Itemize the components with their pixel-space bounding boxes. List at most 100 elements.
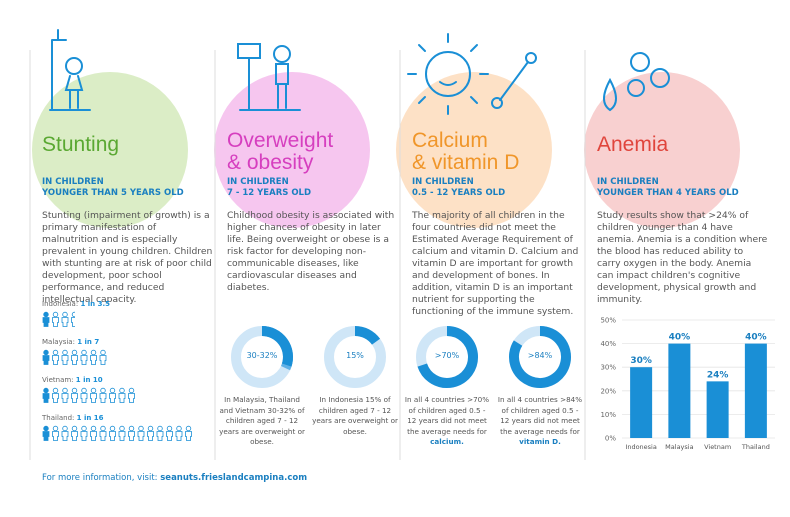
ratio-label: Malaysia: 1 in 7	[42, 338, 99, 346]
caption-emphasis: vitamin D.	[519, 437, 561, 446]
figure-head	[90, 387, 97, 394]
figure-head	[52, 349, 59, 356]
figure-body	[71, 355, 78, 365]
column-body: Study results show that >24% of children…	[597, 210, 768, 305]
donut-label: 15%	[346, 351, 364, 360]
figure-body	[137, 431, 145, 441]
column-subtitle: IN CHILDREN	[227, 177, 289, 187]
figure-body	[61, 393, 69, 403]
figure-body	[71, 431, 78, 441]
figure-body	[128, 431, 135, 441]
column-subtitle: IN CHILDREN	[42, 177, 104, 187]
figure-head	[62, 311, 68, 318]
figure-head	[109, 425, 116, 432]
caption-text: In Indonesia 15% of children aged 7 - 12…	[312, 395, 398, 436]
figure-head	[100, 425, 106, 432]
column-subtitle: 7 - 12 YEARS OLD	[227, 188, 312, 198]
y-tick-label: 40%	[600, 340, 616, 348]
y-tick-label: 0%	[605, 435, 616, 443]
figure-head	[43, 311, 49, 318]
figure-body	[71, 317, 75, 327]
y-tick-label: 50%	[600, 317, 616, 325]
partial-figure	[71, 311, 75, 327]
column-title: Anemia	[597, 133, 669, 156]
figure-body	[61, 317, 69, 327]
figure-body	[156, 431, 164, 441]
figure-head	[71, 311, 75, 318]
column-body: The majority of all children in the four…	[412, 210, 579, 317]
figure-head	[119, 387, 125, 394]
figure-body	[109, 393, 116, 403]
column-subtitle: IN CHILDREN	[412, 177, 474, 187]
x-tick-label: Malaysia	[665, 443, 693, 451]
figure-body	[147, 431, 154, 441]
footer-link[interactable]: seanuts.frieslandcampina.com	[160, 473, 308, 483]
caption-text: In Malaysia, Thailand and Vietnam 30-32%…	[219, 395, 305, 446]
column-title: Calcium	[412, 129, 488, 152]
x-tick-label: Thailand	[741, 443, 770, 451]
figure-head	[43, 425, 49, 432]
ratio-country: Vietnam:	[42, 376, 74, 384]
column-body: Stunting (impairment of growth) is a pri…	[42, 210, 213, 305]
figure-head	[62, 425, 68, 432]
caption-emphasis: calcium.	[430, 437, 464, 446]
figure-body	[52, 431, 59, 441]
figure-body	[90, 431, 97, 441]
ratio-figures	[42, 349, 107, 365]
donut-label: >84%	[527, 351, 553, 360]
figure-body	[61, 355, 69, 365]
figure-head	[43, 349, 49, 356]
donut-caption: In all 4 countries >84% of children aged…	[497, 395, 583, 448]
column-title: Overweight	[227, 129, 334, 152]
figure-body	[42, 317, 50, 327]
figure-body	[118, 431, 126, 441]
donut-arc-low	[261, 326, 293, 367]
ratio-figures	[42, 425, 192, 441]
bar	[706, 381, 729, 438]
ratio-value: 1 in 3.5	[80, 300, 110, 308]
figure-body	[128, 393, 135, 403]
figure-head	[62, 387, 68, 394]
figure-head	[166, 425, 173, 432]
column-subtitle: YOUNGER THAN 4 YEARS OLD	[597, 188, 739, 198]
figure-body	[42, 355, 50, 365]
footer-text: For more information, visit:	[42, 473, 158, 483]
figure-body	[80, 355, 88, 365]
figure-body	[80, 431, 88, 441]
donut-arc	[354, 326, 381, 345]
value-label: 40%	[669, 333, 691, 343]
figure-head	[52, 387, 59, 394]
y-tick-label: 30%	[600, 364, 616, 372]
bar	[668, 343, 691, 438]
bar	[630, 367, 653, 438]
ratio-value: 1 in 16	[76, 414, 104, 422]
figure-head	[100, 349, 106, 356]
column-title: & obesity	[227, 151, 314, 174]
figure-body	[185, 431, 192, 441]
icons	[49, 29, 670, 115]
figure-body	[109, 431, 116, 441]
figure-body	[52, 393, 59, 403]
figure-body	[52, 317, 59, 327]
ratio-label: Thailand: 1 in 16	[42, 414, 104, 422]
bar	[744, 343, 767, 438]
column-title: Stunting	[42, 133, 120, 156]
donut-caption: In Indonesia 15% of children aged 7 - 12…	[312, 395, 398, 437]
figure-body	[52, 355, 59, 365]
donut-label: >70%	[434, 351, 460, 360]
ratio-country: Thailand:	[42, 414, 75, 422]
figure-head	[100, 387, 106, 394]
column-subtitle: 0.5 - 12 YEARS OLD	[412, 188, 506, 198]
y-tick-label: 20%	[600, 387, 616, 395]
ratio-figures	[42, 387, 135, 403]
figure-head	[52, 425, 59, 432]
figure-head	[128, 425, 135, 432]
figure-head	[138, 425, 144, 432]
separators	[29, 50, 586, 460]
figure-head	[62, 349, 68, 356]
value-label: 24%	[707, 370, 729, 380]
ratio-value: 1 in 10	[75, 376, 103, 384]
figure-head	[81, 425, 87, 432]
